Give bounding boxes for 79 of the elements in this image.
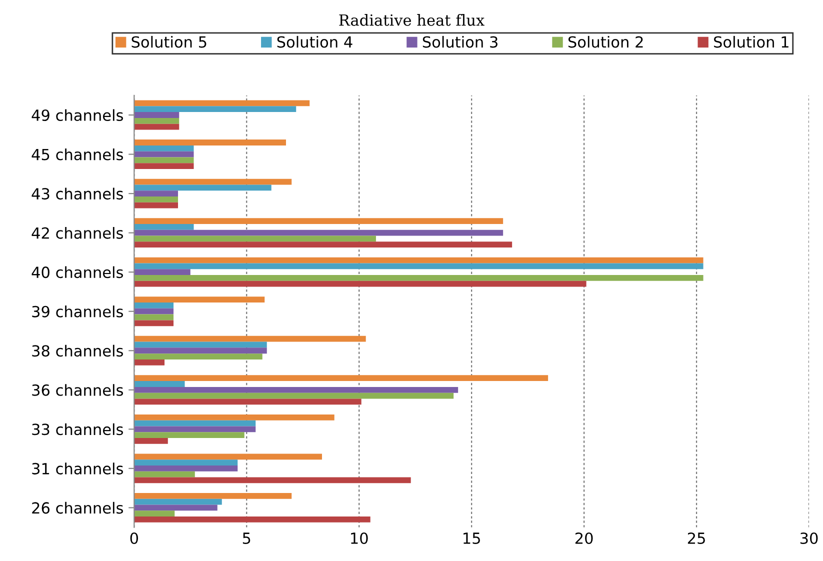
x-tick-label: 5: [242, 532, 250, 544]
bar: [134, 224, 194, 230]
x-tick-label: 0: [130, 532, 138, 544]
y-tick-label: 38 channels: [32, 344, 123, 357]
bar: [134, 157, 194, 164]
legend-label: Solution 5: [132, 36, 206, 48]
bar: [134, 342, 267, 348]
bar: [134, 190, 178, 196]
bar: [134, 504, 218, 511]
bar: [134, 218, 504, 224]
bar: [134, 296, 265, 303]
bar: [134, 100, 310, 106]
x-tick-label: 20: [575, 532, 593, 544]
bar: [134, 202, 178, 208]
legend-label: Solution 3: [422, 36, 498, 48]
bar: [134, 359, 165, 366]
bar: [134, 230, 504, 236]
y-tick-label: 45 channels: [32, 148, 123, 160]
legend-label: Solution 2: [568, 36, 643, 48]
bar: [134, 314, 174, 320]
bar: [134, 236, 376, 242]
bar: [134, 106, 296, 112]
bar: [134, 242, 512, 248]
bar: [134, 280, 586, 287]
bar: [134, 118, 180, 124]
bar: [134, 196, 178, 202]
bar: [134, 163, 194, 169]
bar: [134, 438, 168, 444]
y-tick-label: 49 channels: [32, 109, 123, 122]
bar: [134, 460, 238, 466]
bar: [134, 471, 195, 478]
bar: [134, 263, 704, 270]
bar: [134, 140, 286, 146]
bar: [134, 386, 458, 393]
bar: [134, 354, 262, 360]
x-tick-label: 15: [464, 532, 480, 544]
bar: [134, 492, 292, 499]
legend-label: Solution 1: [714, 36, 788, 48]
bar: [134, 477, 411, 484]
x-tick-label: 30: [800, 532, 818, 544]
bar: [134, 392, 454, 399]
bar: [134, 510, 175, 517]
bar: [134, 426, 256, 432]
chart-title: Radiative heat flux: [339, 14, 484, 26]
x-tick-label: 10: [351, 532, 368, 544]
bar: [134, 414, 334, 420]
bar: [134, 375, 548, 382]
bar: [134, 336, 366, 342]
bar: [134, 178, 292, 185]
bar: [134, 145, 194, 152]
bar: [134, 124, 180, 130]
bar: [134, 420, 256, 426]
legend-label: Solution 4: [277, 36, 352, 48]
bar: [134, 302, 174, 308]
y-tick-label: 42 channels: [32, 227, 123, 239]
bar: [134, 465, 238, 472]
y-tick-label: 39 channels: [32, 306, 123, 318]
bar: [134, 257, 704, 264]
bar: [134, 454, 322, 460]
bar: [134, 381, 185, 387]
y-tick-label: 33 channels: [32, 423, 123, 436]
bar: [134, 398, 362, 405]
bar: [134, 112, 180, 118]
bar: [134, 275, 704, 281]
y-tick-label: 40 channels: [32, 266, 123, 278]
bar: [134, 151, 194, 158]
y-tick-label: 31 channels: [32, 462, 123, 474]
bar: [134, 269, 190, 276]
bar: [134, 498, 222, 505]
y-tick-label: 43 channels: [32, 188, 123, 200]
bar: [134, 320, 174, 326]
x-tick-label: 25: [688, 532, 705, 544]
bar: [134, 432, 244, 438]
bar: [134, 516, 370, 522]
y-tick-label: 26 channels: [32, 502, 123, 514]
bar: [134, 184, 272, 191]
bar: [134, 308, 174, 314]
y-tick-label: 36 channels: [32, 384, 123, 396]
bar: [134, 348, 267, 354]
